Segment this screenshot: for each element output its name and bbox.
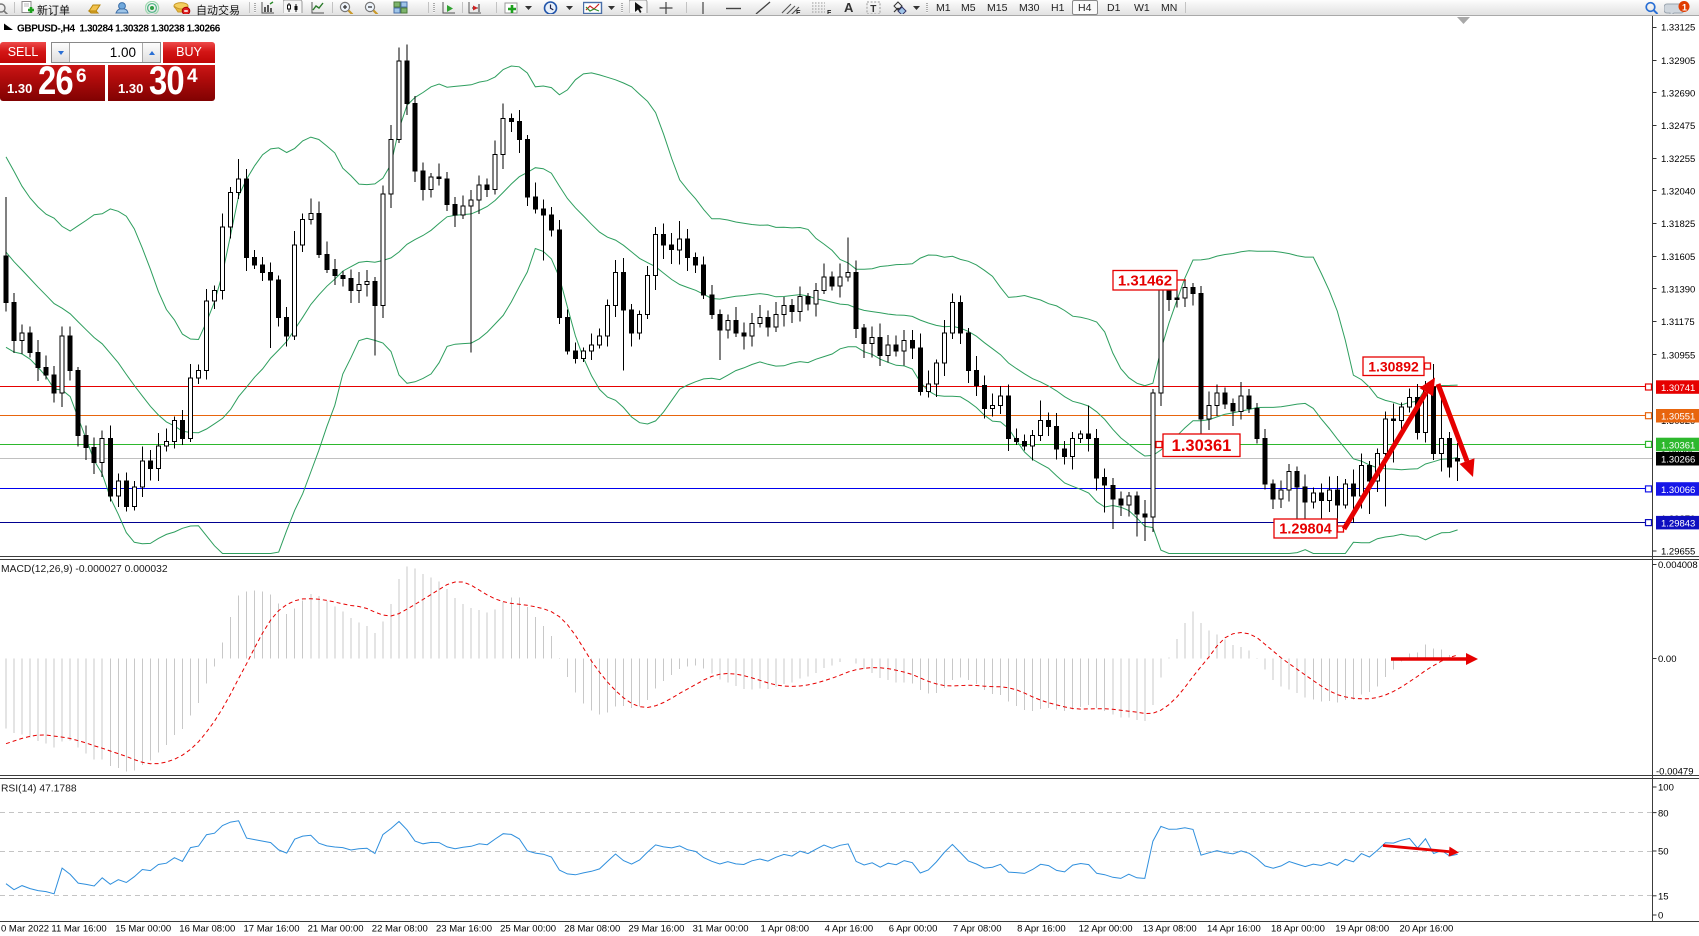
svg-text:21 Mar 00:00: 21 Mar 00:00 xyxy=(308,924,364,935)
svg-text:28 Mar 08:00: 28 Mar 08:00 xyxy=(564,924,620,935)
svg-text:T: T xyxy=(870,4,876,14)
svg-text:80: 80 xyxy=(1658,808,1669,819)
svg-text:1 Apr 08:00: 1 Apr 08:00 xyxy=(760,924,809,935)
svg-text:1.30266: 1.30266 xyxy=(1661,455,1695,466)
svg-text:50: 50 xyxy=(1658,847,1669,858)
svg-text:1.30741: 1.30741 xyxy=(1661,383,1695,394)
svg-text:1.32255: 1.32255 xyxy=(1661,154,1695,165)
svg-text:6 Apr 00:00: 6 Apr 00:00 xyxy=(889,924,938,935)
svg-text:0.004008: 0.004008 xyxy=(1658,560,1698,571)
svg-text:31 Mar 00:00: 31 Mar 00:00 xyxy=(693,924,749,935)
svg-text:MACD(12,26,9) -0.000027 0.0000: MACD(12,26,9) -0.000027 0.000032 xyxy=(1,564,168,575)
svg-text:1.29843: 1.29843 xyxy=(1661,519,1695,530)
svg-text:E: E xyxy=(796,10,801,14)
svg-text:1.30361: 1.30361 xyxy=(1661,440,1695,451)
svg-text:14 Apr 16:00: 14 Apr 16:00 xyxy=(1207,924,1261,935)
svg-text:18 Apr 00:00: 18 Apr 00:00 xyxy=(1271,924,1325,935)
svg-text:15: 15 xyxy=(1658,892,1669,903)
svg-text:1.31462: 1.31462 xyxy=(1118,273,1172,290)
svg-text:100: 100 xyxy=(1658,783,1674,794)
svg-text:-0.00479: -0.00479 xyxy=(1656,767,1694,778)
svg-text:1.32905: 1.32905 xyxy=(1661,56,1695,67)
svg-text:0: 0 xyxy=(1658,911,1663,922)
svg-text:12 Apr 00:00: 12 Apr 00:00 xyxy=(1079,924,1133,935)
svg-text:25 Mar 00:00: 25 Mar 00:00 xyxy=(500,924,556,935)
svg-text:22 Mar 08:00: 22 Mar 08:00 xyxy=(372,924,428,935)
svg-text:1.31175: 1.31175 xyxy=(1661,317,1695,328)
svg-text:GBPUSD-,H4 1.30284 1.30328 1.: GBPUSD-,H4 1.30284 1.30328 1.30238 1.302… xyxy=(17,24,221,35)
svg-text:1.32690: 1.32690 xyxy=(1661,88,1695,99)
svg-text:20 Apr 16:00: 20 Apr 16:00 xyxy=(1399,924,1453,935)
svg-text:17 Mar 16:00: 17 Mar 16:00 xyxy=(244,924,300,935)
svg-text:16 Mar 08:00: 16 Mar 08:00 xyxy=(179,924,235,935)
svg-text:11 Mar 16:00: 11 Mar 16:00 xyxy=(51,924,106,935)
svg-text:F: F xyxy=(827,10,832,14)
svg-text:13 Apr 08:00: 13 Apr 08:00 xyxy=(1143,924,1197,935)
svg-text:15 Mar 00:00: 15 Mar 00:00 xyxy=(115,924,171,935)
svg-text:1.30892: 1.30892 xyxy=(1368,358,1419,374)
svg-text:1.29655: 1.29655 xyxy=(1661,547,1695,558)
svg-text:1.31605: 1.31605 xyxy=(1661,252,1695,263)
svg-text:4 Apr 16:00: 4 Apr 16:00 xyxy=(825,924,874,935)
svg-text:1.30955: 1.30955 xyxy=(1661,350,1695,361)
svg-text:1.30361: 1.30361 xyxy=(1172,437,1232,455)
svg-text:1.31390: 1.31390 xyxy=(1661,285,1695,296)
svg-text:1.33125: 1.33125 xyxy=(1661,23,1695,34)
svg-text:29 Mar 16:00: 29 Mar 16:00 xyxy=(628,924,684,935)
svg-text:1.30066: 1.30066 xyxy=(1661,485,1695,496)
svg-text:1.31825: 1.31825 xyxy=(1661,219,1695,230)
svg-text:1: 1 xyxy=(1682,3,1687,13)
svg-text:0 Mar 2022: 0 Mar 2022 xyxy=(1,924,49,935)
svg-text:23 Mar 16:00: 23 Mar 16:00 xyxy=(436,924,492,935)
svg-text:0.00: 0.00 xyxy=(1658,654,1677,665)
svg-text:1.32040: 1.32040 xyxy=(1661,187,1695,198)
svg-text:19 Apr 08:00: 19 Apr 08:00 xyxy=(1335,924,1389,935)
svg-text:8 Apr 16:00: 8 Apr 16:00 xyxy=(1017,924,1066,935)
svg-text:1.30551: 1.30551 xyxy=(1661,412,1695,423)
svg-text:RSI(14) 47.1788: RSI(14) 47.1788 xyxy=(1,784,77,795)
svg-text:1.29804: 1.29804 xyxy=(1279,522,1331,538)
svg-text:1.32475: 1.32475 xyxy=(1661,121,1695,132)
svg-text:7 Apr 08:00: 7 Apr 08:00 xyxy=(953,924,1002,935)
